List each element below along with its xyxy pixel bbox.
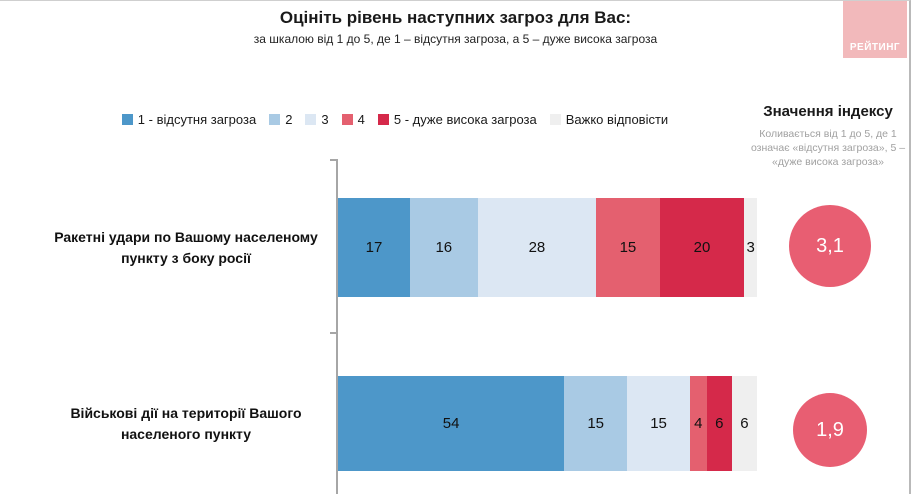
- index-panel-description: Коливається від 1 до 5, де 1 означає «ві…: [750, 128, 906, 169]
- bar-segment: 15: [627, 376, 690, 471]
- page-title: Оцініть рівень наступних загроз для Вас:: [279, 8, 632, 27]
- rating-group-logo: РЕЙТИНГ: [843, 1, 907, 58]
- index-panel-title: Значення індексу: [763, 103, 893, 120]
- category-label: Військові дії на території Вашого населе…: [70, 405, 302, 442]
- bar-segment: 15: [596, 198, 660, 297]
- legend-item-label: 4: [357, 112, 365, 127]
- index-value-circle: 3,1: [789, 205, 871, 287]
- y-axis-line: [336, 159, 338, 494]
- index-panel: Значення індексу Коливається від 1 до 5,…: [742, 103, 909, 170]
- bar-segment: 54: [338, 376, 565, 471]
- index-value-circle: 1,9: [793, 393, 867, 467]
- bar-segment: 3: [744, 198, 757, 297]
- legend-swatch-icon: [269, 114, 281, 125]
- legend-item-label: 1 - відсутня загроза: [137, 112, 257, 127]
- legend-item-5: 5 - дуже висока загроза: [377, 112, 537, 127]
- legend-item-label: 2: [285, 112, 293, 127]
- bar-segment: 20: [659, 198, 745, 297]
- bar-segment: 6: [706, 376, 732, 471]
- bar-segment: 4: [689, 376, 707, 471]
- legend-item-4: 4: [341, 112, 365, 127]
- bar-segment: 28: [477, 198, 597, 297]
- chart-legend: 1 - відсутня загроза 2 3 4 5 - дуже висока з…: [0, 112, 790, 127]
- legend-item-6: Важко відповісти: [549, 112, 669, 127]
- bar-segment: 6: [731, 376, 757, 471]
- legend-item-label: 5 - дуже висока загроза: [393, 112, 537, 127]
- bar-segment: 17: [338, 198, 410, 297]
- axis-tick: [330, 159, 337, 161]
- stacked-bar: 17 16 28 15 20 3: [338, 198, 757, 297]
- legend-item-label: 3: [321, 112, 329, 127]
- legend-swatch-icon: [549, 114, 561, 125]
- legend-item-3: 3: [305, 112, 329, 127]
- legend-swatch-icon: [121, 114, 133, 125]
- axis-tick: [330, 332, 337, 334]
- legend-item-1: 1 - відсутня загроза: [121, 112, 257, 127]
- page-subtitle: за шкалою від 1 до 5, де 1 – відсутня за…: [253, 32, 658, 46]
- category-label: Ракетні удари по Вашому населеному пункт…: [54, 229, 318, 266]
- legend-swatch-icon: [377, 114, 389, 125]
- stacked-bar: 54 15 15 4 6 6: [338, 376, 757, 471]
- legend-swatch-icon: [305, 114, 317, 125]
- bar-segment: 15: [564, 376, 628, 471]
- logo-text: РЕЙТИНГ: [849, 42, 901, 53]
- bar-segment: 16: [409, 198, 478, 297]
- chart-header: Оцініть рівень наступних загроз для Вас:…: [0, 8, 909, 46]
- legend-item-2: 2: [269, 112, 292, 127]
- legend-item-label: Важко відповісти: [565, 112, 669, 127]
- legend-swatch-icon: [341, 114, 353, 125]
